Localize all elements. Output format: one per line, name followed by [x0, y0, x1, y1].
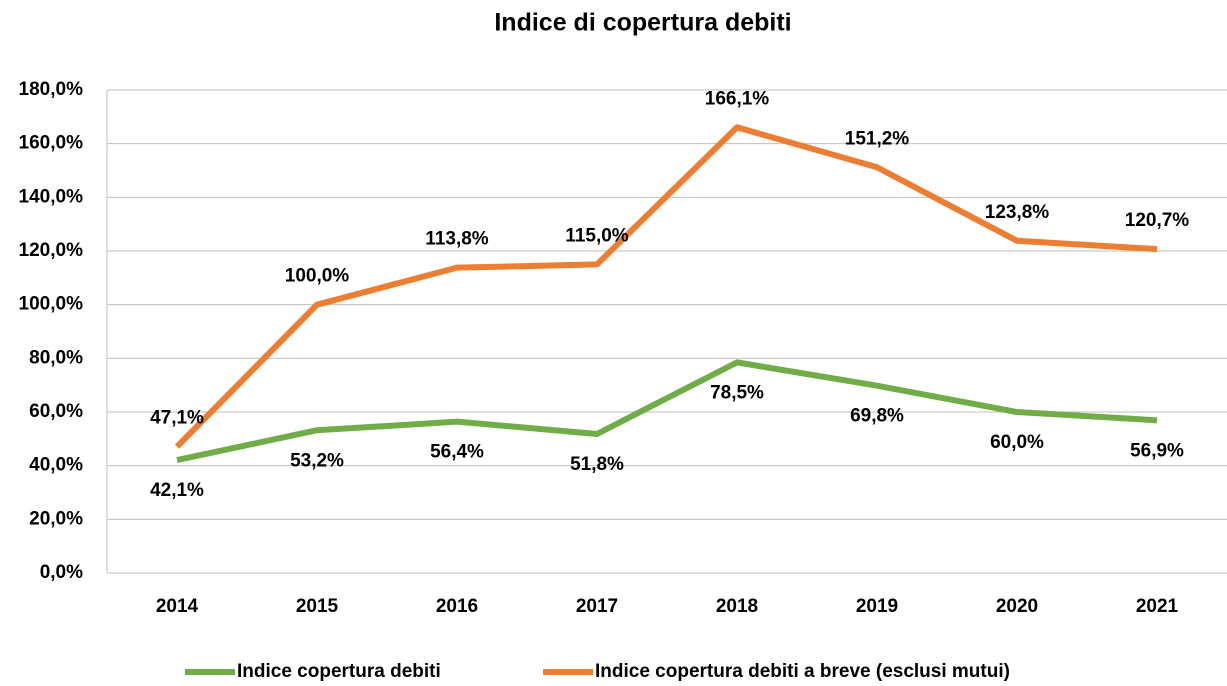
series-line [176, 359, 1158, 463]
y-tick-label: 60,0% [29, 401, 83, 422]
data-label: 53,2% [290, 450, 344, 471]
chart-title: Indice di copertura debiti [494, 9, 791, 37]
data-label: 120,7% [1125, 210, 1190, 231]
data-label: 113,8% [425, 229, 488, 250]
data-label: 69,8% [850, 406, 904, 427]
y-tick-label: 100,0% [19, 294, 84, 315]
legend-label: Indice copertura debiti a breve (esclusi… [595, 661, 1010, 682]
data-label: 56,4% [430, 442, 484, 463]
x-tick-label: 2014 [156, 596, 199, 617]
x-tick-label: 2015 [296, 596, 339, 617]
y-tick-label: 0,0% [40, 562, 83, 583]
y-tick-label: 40,0% [29, 455, 83, 476]
x-tick-label: 2019 [856, 596, 898, 617]
y-tick-label: 160,0% [19, 133, 84, 154]
data-label: 115,0% [565, 225, 628, 246]
x-tick-label: 2018 [716, 596, 758, 617]
y-tick-label: 140,0% [19, 186, 84, 207]
data-label: 151,2% [845, 128, 910, 149]
data-label: 56,9% [1130, 440, 1184, 461]
data-label: 60,0% [990, 432, 1044, 453]
data-label: 51,8% [570, 454, 624, 475]
legend-label: Indice copertura debiti [237, 661, 441, 682]
y-tick-label: 120,0% [19, 240, 84, 261]
y-tick-label: 20,0% [29, 508, 83, 529]
data-label: 78,5% [710, 382, 764, 403]
data-label: 47,1% [150, 408, 204, 429]
data-label: 123,8% [985, 202, 1050, 223]
data-label: 166,1% [705, 88, 770, 109]
x-tick-label: 2017 [576, 596, 618, 617]
series-line [174, 124, 1158, 449]
x-tick-label: 2020 [996, 596, 1038, 617]
x-tick-label: 2021 [1136, 596, 1179, 617]
y-tick-label: 80,0% [29, 347, 83, 368]
y-tick-label: 180,0% [19, 79, 84, 100]
data-label: 42,1% [150, 480, 204, 501]
data-label: 100,0% [285, 266, 350, 287]
x-tick-label: 2016 [436, 596, 478, 617]
